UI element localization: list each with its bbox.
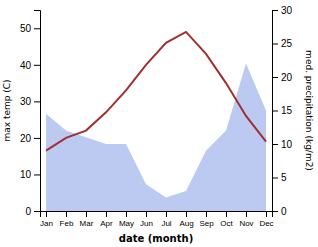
tick-label: 0 (25, 206, 31, 217)
tick: Jul (161, 211, 171, 228)
tick-mark (272, 111, 278, 112)
tick-label: Feb (60, 219, 74, 228)
tick-label: Dec (259, 219, 273, 228)
tick-mark (226, 211, 227, 217)
tick: Dec (259, 211, 273, 228)
plot-area (46, 32, 266, 211)
tick: 0 (25, 206, 40, 217)
tick-mark (186, 211, 187, 217)
tick: 5 (272, 172, 287, 183)
tick-mark (34, 101, 40, 102)
tick-label: Nov (239, 219, 253, 228)
tick-mark (126, 211, 127, 217)
tick-label: 10 (20, 169, 32, 180)
tick-mark (34, 211, 40, 212)
tick: May (119, 211, 134, 228)
tick-label: 30 (281, 5, 293, 16)
tick: Aug (179, 211, 193, 228)
tick-mark (66, 211, 67, 217)
tick: Feb (60, 211, 74, 228)
tick-mark (206, 211, 207, 217)
tick-label: 15 (281, 105, 293, 116)
tick: Mar (80, 211, 94, 228)
y2-axis: 0 5 10 15 20 25 30 (272, 5, 293, 217)
tick: Jan (40, 211, 53, 228)
tick-mark (272, 178, 278, 179)
tick-label: Oct (220, 219, 233, 228)
tick-label: 50 (20, 23, 32, 34)
tick-label: 20 (281, 72, 293, 83)
tick-label: Aug (179, 219, 193, 228)
x-axis-title: date (month) (119, 233, 193, 244)
axis-line (273, 11, 279, 212)
tick: Jun (140, 211, 153, 228)
y2-axis-title: med. precipitation (kg/m2) (304, 50, 314, 171)
axis-line (34, 11, 41, 212)
tick: 20 (272, 72, 293, 83)
tick-mark (246, 211, 247, 217)
tick-label: May (119, 219, 134, 228)
tick-mark (106, 211, 107, 217)
tick: 25 (272, 38, 293, 49)
tick-mark (46, 211, 47, 217)
tick-mark (86, 211, 87, 217)
tick-mark (34, 65, 40, 66)
temp-line (46, 32, 266, 151)
tick: 30 (272, 5, 293, 16)
tick-mark (272, 211, 278, 212)
tick: Nov (239, 211, 253, 228)
tick: 20 (20, 133, 40, 144)
tick-label: Jan (40, 219, 53, 228)
tick: 10 (20, 169, 40, 180)
axis-line (41, 212, 273, 218)
tick-label: Apr (100, 219, 113, 228)
tick-mark (34, 28, 40, 29)
tick-label: Sep (199, 219, 214, 228)
tick-mark (146, 211, 147, 217)
tick-mark (266, 211, 267, 217)
tick: Apr (100, 211, 113, 228)
tick: 30 (20, 96, 40, 107)
tick-label: 40 (20, 60, 32, 71)
x-axis: Jan Feb Mar Apr May Jun Jul Aug Sep Oct Nov Dec (40, 211, 274, 228)
y-axis: 0 10 20 30 40 50 (20, 11, 41, 217)
tick-label: 5 (281, 172, 287, 183)
tick-mark (272, 77, 278, 78)
tick-mark (34, 174, 40, 175)
precip-area (46, 64, 266, 211)
chart: Jan Feb Mar Apr May Jun Jul Aug Sep Oct Nov Dec 0 10 2… (0, 0, 318, 247)
tick-label: Jun (140, 219, 153, 228)
tick: 0 (272, 206, 287, 217)
tick-label: 10 (281, 139, 293, 150)
tick: 50 (20, 23, 40, 34)
tick-mark (166, 211, 167, 217)
tick-label: 30 (20, 96, 32, 107)
tick: 40 (20, 60, 40, 71)
tick: 10 (272, 139, 293, 150)
tick-label: 20 (20, 133, 32, 144)
tick-label: 0 (281, 206, 287, 217)
y-axis-title: max temp (C) (2, 79, 12, 141)
tick: Oct (220, 211, 233, 228)
tick-label: 25 (281, 38, 293, 49)
tick: Sep (199, 211, 214, 228)
tick-label: Mar (80, 219, 94, 228)
tick-mark (34, 138, 40, 139)
tick-mark (272, 10, 278, 11)
tick-mark (272, 44, 278, 45)
plot-root: Jan Feb Mar Apr May Jun Jul Aug Sep Oct Nov Dec 0 10 2… (2, 5, 314, 244)
tick-label: Jul (161, 219, 171, 228)
tick-mark (272, 144, 278, 145)
tick: 15 (272, 105, 293, 116)
